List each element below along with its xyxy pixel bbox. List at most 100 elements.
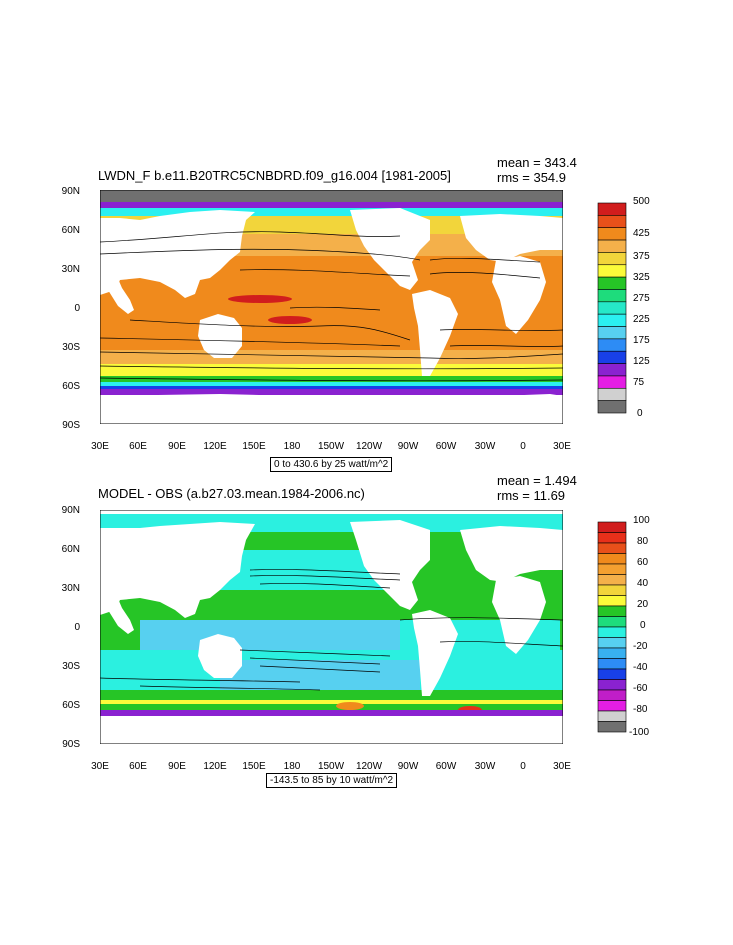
panel2-contour-info: -143.5 to 85 by 10 watt/m^2 [266,773,398,788]
colorbar-swatch [597,710,627,722]
panel2-colorbar-label: 20 [637,599,649,610]
colorbar-swatch [597,301,627,315]
colorbar-swatch [597,350,627,364]
panel2-lon-tick: 150W [317,761,345,772]
colorbar-swatch [597,668,627,680]
panel2-lon-tick: 60W [435,761,457,772]
colorbar-swatch [597,721,627,733]
panel2-lat-tick: 60N [61,544,80,555]
panel2-title: MODEL - OBS (a.b27.03.mean.1984-2006.nc) [98,486,365,501]
panel1-lon-tick: 120W [355,441,383,452]
colorbar-swatch [597,584,627,596]
colorbar-swatch [597,605,627,617]
panel2-colorbar-label: -100 [629,727,650,738]
panel1-colorbar-label: 275 [633,293,650,304]
panel2-colorbar-label: 0 [640,620,646,631]
panel2-lon-tick: 180 [283,761,301,772]
colorbar-swatch [597,215,627,229]
panel1-colorbar-label: 0 [637,408,643,419]
colorbar-swatch [597,363,627,377]
colorbar-swatch [597,326,627,340]
colorbar-swatch [597,252,627,266]
colorbar-swatch [597,595,627,607]
colorbar-swatch [597,313,627,327]
panel1-lon-tick: 120E [203,441,227,452]
panel1-colorbar-label: 500 [633,196,650,207]
panel2-mean: mean = 1.494 [497,473,577,488]
colorbar-swatch [597,563,627,575]
panel2-map [100,510,563,744]
colorbar-swatch [597,387,627,401]
panel2-lat-tick: 0 [74,622,80,633]
panel1-lon-tick: 30E [553,441,571,452]
panel1-lat-tick: 30S [62,342,80,353]
colorbar-swatch [597,375,627,389]
panel1-lon-tick: 0 [520,441,526,452]
panel1-lon-tick: 90W [397,441,419,452]
panel2-lon-tick: 120E [203,761,227,772]
panel2-colorbar-label: -80 [633,704,648,715]
colorbar-swatch [597,658,627,670]
panel1-lon-tick: 30W [474,441,496,452]
colorbar-swatch [597,542,627,554]
panel1-mean: mean = 343.4 [497,155,577,170]
panel1-lat-tick: 90S [62,420,80,431]
panel1-colorbar-label: 325 [633,272,650,283]
colorbar-swatch [597,616,627,628]
panel1-colorbar-label: 75 [633,377,645,388]
panel1-colorbar-label: 225 [633,314,650,325]
panel2-colorbar-label: 60 [637,557,649,568]
panel1-lat-tick: 30N [61,264,80,275]
panel1-colorbar-label: 375 [633,251,650,262]
panel2-colorbar-label: -60 [633,683,648,694]
colorbar-swatch [597,574,627,586]
colorbar-swatch [597,637,627,649]
panel2-lon-tick: 90W [397,761,419,772]
colorbar-swatch [597,553,627,565]
panel1-colorbar-label: 125 [633,356,650,367]
panel1-lat-tick: 60N [61,225,80,236]
panel2-lon-tick: 30E [91,761,109,772]
panel2-colorbar-label: -40 [633,662,648,673]
panel2-lat-tick: 30S [62,661,80,672]
panel1-rms: rms = 354.9 [497,170,567,185]
panel2-lon-tick: 120W [355,761,383,772]
colorbar-swatch [597,679,627,691]
panel1-colorbar [597,202,627,414]
panel2-lon-tick: 150E [242,761,266,772]
panel1-lat-tick: 0 [74,303,80,314]
panel2-lon-tick: 0 [520,761,526,772]
panel1-lon-tick: 60E [129,441,147,452]
panel2-colorbar-label: 80 [637,536,649,547]
colorbar-swatch [597,227,627,241]
colorbar-swatch [597,700,627,712]
panel1-lon-tick: 90E [168,441,186,452]
panel2-colorbar-label: 40 [637,578,649,589]
panel1-contour-info: 0 to 430.6 by 25 watt/m^2 [270,457,393,472]
colorbar-swatch [597,647,627,659]
colorbar-swatch [597,338,627,352]
colorbar-swatch [597,532,627,544]
colorbar-swatch [597,289,627,303]
colorbar-swatch [597,239,627,253]
panel1-map [100,190,563,424]
panel1-lat-tick: 60S [62,381,80,392]
panel1-lon-tick: 180 [283,441,301,452]
panel1-title: LWDN_F b.e11.B20TRC5CNBDRD.f09_g16.004 [… [98,168,451,183]
colorbar-swatch [597,626,627,638]
colorbar-swatch [597,400,627,414]
panel1-lon-tick: 30E [91,441,109,452]
panel1-lon-tick: 150W [317,441,345,452]
panel1-colorbar-label: 425 [633,228,650,239]
panel2-colorbar-label: 100 [633,515,650,526]
colorbar-swatch [597,202,627,216]
panel2-lon-tick: 60E [129,761,147,772]
panel1-lon-tick: 60W [435,441,457,452]
colorbar-swatch [597,521,627,533]
panel2-lat-tick: 90S [62,739,80,750]
panel2-colorbar-label: -20 [633,641,648,652]
panel2-lat-tick: 60S [62,700,80,711]
panel2-rms: rms = 11.69 [497,488,566,503]
colorbar-swatch [597,689,627,701]
panel1-lat-tick: 90N [61,186,80,197]
